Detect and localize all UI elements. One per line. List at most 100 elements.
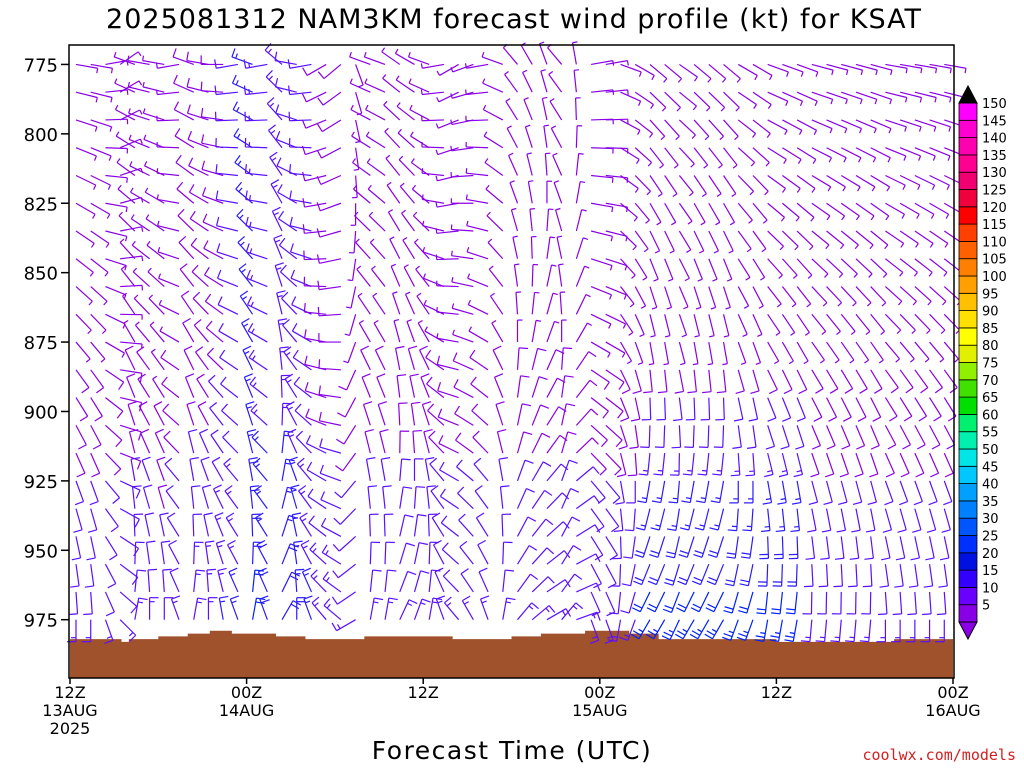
wind-barb: [90, 369, 105, 394]
colorbar-label: 110: [982, 235, 1007, 250]
wind-barb: [737, 258, 751, 281]
wind-barb: [818, 564, 829, 588]
colorbar-segment: [958, 431, 978, 450]
wind-barb: [393, 318, 401, 343]
wind-barb: [130, 187, 150, 204]
wind-barb: [914, 91, 937, 103]
wind-barb: [301, 145, 327, 156]
wind-barb: [531, 291, 540, 315]
wind-barb: [616, 452, 627, 478]
wind-barb: [138, 401, 151, 426]
wind-barb: [501, 513, 512, 537]
wind-barb: [590, 480, 606, 504]
wind-barb: [115, 131, 136, 149]
wind-barb: [134, 321, 151, 343]
wind-barb: [149, 321, 165, 343]
wind-barb: [575, 209, 587, 232]
wind-barb: [796, 91, 818, 106]
wind-barb: [147, 267, 165, 287]
wind-barb: [634, 314, 645, 337]
wind-barb: [137, 373, 151, 398]
wind-barb: [90, 425, 102, 450]
wind-barb: [870, 119, 892, 134]
wind-barb: [204, 540, 215, 565]
wind-barb: [216, 269, 239, 288]
wind-barb: [634, 286, 647, 309]
wind-barb: [765, 425, 776, 450]
wind-barb: [899, 369, 914, 394]
wind-barb: [104, 591, 115, 617]
wind-barb: [155, 63, 180, 69]
wind-barb: [649, 147, 664, 169]
wind-barb: [336, 425, 357, 445]
wind-barb: [119, 138, 143, 149]
wind-barb: [787, 564, 798, 587]
wind-barb: [708, 119, 724, 141]
wind-barb: [796, 63, 819, 77]
wind-barb: [777, 480, 787, 505]
wind-barb: [160, 349, 180, 371]
wind-barb: [75, 286, 93, 306]
wind-barb: [133, 513, 144, 537]
wind-barb: [287, 428, 298, 454]
wind-barb: [451, 303, 474, 315]
wind-barb: [884, 313, 902, 335]
wind-barb: [914, 341, 930, 363]
wind-barb: [291, 512, 302, 537]
wind-barb: [697, 453, 710, 476]
wind-barb: [309, 542, 327, 565]
wind-barb: [561, 375, 574, 398]
wind-barb: [899, 452, 910, 478]
wind-barb: [75, 313, 92, 335]
wind-barb: [846, 591, 857, 615]
wind-barb: [176, 181, 195, 204]
wind-barb: [288, 85, 312, 96]
wind-barb: [506, 125, 519, 149]
wind-barb: [590, 397, 609, 419]
wind-barb: [929, 369, 943, 394]
wind-barb: [723, 147, 738, 169]
wind-barb: [885, 119, 907, 132]
wind-barb: [634, 175, 651, 196]
wind-barb: [707, 341, 714, 366]
wind-barb: [700, 397, 711, 421]
wind-barb: [826, 119, 848, 134]
wind-barb: [722, 230, 734, 254]
wind-barb: [508, 152, 519, 176]
colorbar-segment: [958, 552, 978, 571]
wind-barb: [620, 230, 637, 251]
wind-barb: [104, 480, 121, 504]
wind-barb: [516, 375, 530, 398]
wind-barb: [885, 63, 908, 74]
credit-link[interactable]: coolwx.com/models: [862, 746, 1016, 764]
wind-barb: [248, 457, 259, 481]
wind-barb: [307, 488, 327, 510]
wind-barb: [214, 512, 224, 537]
wind-barb: [465, 89, 489, 96]
wind-barb: [172, 48, 194, 65]
wind-barb: [735, 369, 745, 395]
wind-barb: [271, 206, 283, 232]
wind-barb: [914, 202, 935, 219]
y-tick-label: 850: [24, 264, 58, 285]
wind-barb: [153, 401, 165, 426]
wind-barb: [482, 78, 504, 93]
wind-barb: [242, 345, 254, 371]
wind-barb: [811, 63, 834, 76]
wind-barb: [561, 516, 581, 537]
wind-barb: [840, 174, 861, 192]
wind-barb: [808, 480, 819, 506]
wind-barb: [737, 202, 753, 224]
wind-barb: [495, 401, 505, 426]
wind-barb: [737, 147, 756, 167]
wind-barb: [413, 458, 424, 481]
wind-barb: [929, 313, 946, 335]
wind-barb: [575, 153, 584, 176]
wind-barb: [615, 480, 625, 505]
wind-barb: [649, 258, 659, 282]
wind-barb: [385, 154, 401, 176]
wind-barb: [737, 63, 758, 81]
wind-barb: [778, 452, 789, 478]
wind-barb: [382, 485, 392, 509]
wind-barb: [371, 265, 386, 287]
